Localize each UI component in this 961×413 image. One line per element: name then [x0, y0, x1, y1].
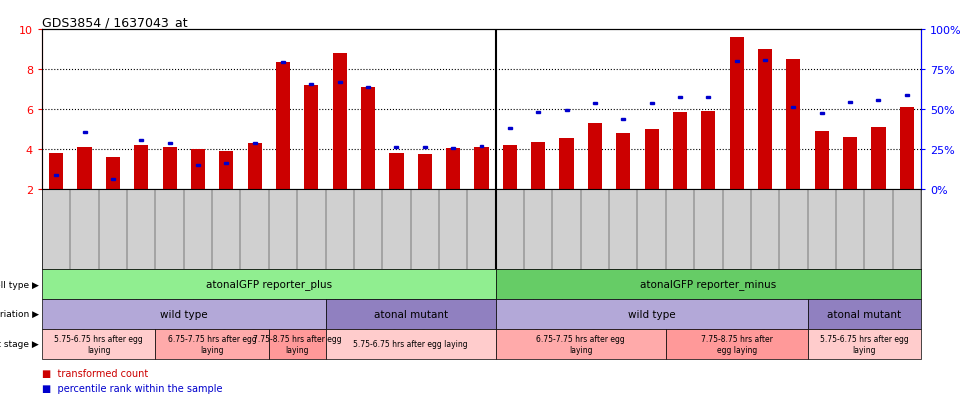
Text: 6.75-7.75 hrs after egg
laying: 6.75-7.75 hrs after egg laying — [536, 335, 625, 354]
Bar — [475, 147, 488, 190]
Text: GDS3854 / 1637043_at: GDS3854 / 1637043_at — [42, 16, 187, 29]
Bar — [820, 112, 824, 115]
Bar — [83, 131, 86, 134]
Bar — [389, 154, 404, 190]
Bar — [309, 83, 313, 86]
Text: development stage ▶: development stage ▶ — [0, 339, 39, 349]
Bar — [729, 38, 744, 190]
Bar — [593, 102, 597, 105]
Bar — [899, 108, 914, 190]
Bar — [139, 139, 143, 142]
Bar — [706, 96, 710, 99]
Text: 7.75-8.75 hrs after egg
laying: 7.75-8.75 hrs after egg laying — [253, 335, 341, 354]
Bar — [815, 132, 828, 190]
Text: 5.75-6.75 hrs after egg
laying: 5.75-6.75 hrs after egg laying — [820, 335, 909, 354]
Bar — [156, 329, 269, 359]
Text: atonal mutant: atonal mutant — [827, 309, 901, 319]
Text: wild type: wild type — [628, 309, 676, 319]
Bar — [42, 329, 156, 359]
Text: ■  percentile rank within the sample: ■ percentile rank within the sample — [42, 383, 223, 393]
Text: atonalGFP reporter_plus: atonalGFP reporter_plus — [206, 279, 332, 290]
Bar — [326, 329, 496, 359]
Bar — [191, 150, 205, 190]
Text: 5.75-6.75 hrs after egg
laying: 5.75-6.75 hrs after egg laying — [55, 335, 143, 354]
Text: atonalGFP reporter_minus: atonalGFP reporter_minus — [640, 279, 776, 290]
Bar — [496, 329, 666, 359]
Bar — [276, 63, 290, 190]
Bar — [480, 145, 483, 148]
Bar — [622, 118, 626, 121]
Bar — [326, 299, 496, 329]
Bar — [496, 269, 921, 299]
Bar — [531, 142, 545, 190]
Bar — [253, 142, 257, 145]
Bar — [763, 59, 767, 62]
Bar — [361, 88, 375, 190]
Bar — [507, 127, 512, 130]
Bar — [735, 60, 739, 63]
Bar — [843, 138, 857, 190]
Text: cell type ▶: cell type ▶ — [0, 280, 39, 289]
Text: ■  transformed count: ■ transformed count — [42, 368, 148, 379]
Bar — [418, 154, 431, 190]
Bar — [872, 128, 885, 190]
Bar — [758, 50, 772, 190]
Bar — [876, 100, 880, 102]
Text: wild type: wild type — [160, 309, 208, 319]
Bar — [269, 329, 326, 359]
Bar — [496, 299, 807, 329]
Bar — [616, 134, 630, 190]
Bar — [849, 101, 852, 104]
Bar — [49, 154, 63, 190]
Bar — [281, 62, 285, 64]
Text: 7.75-8.75 hrs after
egg laying: 7.75-8.75 hrs after egg laying — [701, 335, 773, 354]
Bar — [42, 299, 326, 329]
Bar — [678, 96, 682, 99]
Bar — [645, 130, 658, 190]
Bar — [786, 60, 801, 190]
Bar — [666, 329, 807, 359]
Bar — [162, 147, 177, 190]
Bar — [54, 174, 59, 177]
Bar — [305, 86, 318, 190]
Bar — [366, 86, 370, 89]
Bar — [536, 112, 540, 114]
Bar — [106, 158, 120, 190]
Bar — [135, 146, 148, 190]
Bar — [111, 178, 115, 181]
Text: atonal mutant: atonal mutant — [374, 309, 448, 319]
Bar — [446, 149, 460, 190]
Bar — [559, 139, 574, 190]
Text: genotype/variation ▶: genotype/variation ▶ — [0, 310, 39, 319]
Text: 6.75-7.75 hrs after egg
laying: 6.75-7.75 hrs after egg laying — [168, 335, 257, 354]
Bar — [337, 81, 342, 84]
Bar — [702, 112, 715, 190]
Bar — [650, 102, 653, 105]
Bar — [219, 152, 234, 190]
Bar — [905, 95, 909, 97]
Bar — [42, 269, 496, 299]
Bar — [588, 124, 602, 190]
Text: 5.75-6.75 hrs after egg laying: 5.75-6.75 hrs after egg laying — [354, 339, 468, 349]
Bar — [673, 113, 687, 190]
Bar — [792, 106, 796, 109]
Bar — [807, 329, 921, 359]
Bar — [503, 146, 517, 190]
Bar — [248, 144, 261, 190]
Bar — [807, 299, 921, 329]
Bar — [423, 146, 427, 149]
Bar — [564, 109, 569, 112]
Bar — [333, 54, 347, 190]
Bar — [451, 147, 456, 150]
Bar — [224, 162, 229, 165]
Bar — [78, 147, 91, 190]
Bar — [196, 164, 200, 167]
Bar — [394, 146, 399, 149]
Bar — [167, 142, 172, 145]
